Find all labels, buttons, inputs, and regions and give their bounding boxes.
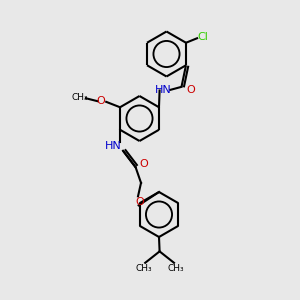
Text: CH₃: CH₃ [167,264,184,273]
Text: CH₃: CH₃ [71,93,88,102]
Text: O: O [140,159,148,169]
Text: O: O [187,85,196,95]
Text: O: O [135,197,144,207]
Text: Cl: Cl [198,32,208,42]
Text: O: O [96,96,105,106]
Text: CH₃: CH₃ [135,264,152,273]
Text: HN: HN [155,85,172,95]
Text: HN: HN [104,141,121,151]
